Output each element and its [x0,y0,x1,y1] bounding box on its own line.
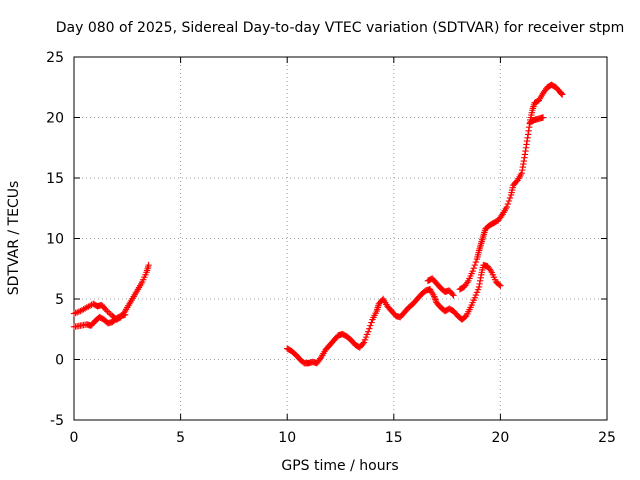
y-tick-label: 10 [46,232,64,248]
y-tick-label: 5 [55,292,64,308]
data-point-segment-2 [361,336,369,344]
y-tick-label: 20 [46,111,64,127]
data-point-segment-2 [474,286,482,293]
data-point-segment-3 [559,91,566,98]
data-point-segment-1-lower [121,311,129,318]
y-axis-label: SDTVAR / TECUs [6,181,22,296]
x-tick-label: 15 [385,430,403,446]
y-tick-label: 15 [46,171,64,187]
data-point-segment-3 [470,264,477,272]
data-point-segment-3 [498,212,505,220]
data-point-segment-2 [497,282,504,289]
data-point-segment-2 [496,281,503,288]
y-tick-label: 25 [46,50,64,66]
chart-title: Day 080 of 2025, Sidereal Day-to-day VTE… [56,20,625,36]
data-point-segment-2 [366,325,373,332]
data-point-segment-3 [503,203,510,211]
grid-layer [74,57,607,420]
data-point-segment-3 [472,258,480,266]
data-point-segment-1-upper [105,309,113,317]
data-point-segment-2 [363,331,371,338]
data-point-segment-3 [506,194,514,202]
data-point-segment-3-branch [539,114,547,121]
data-point-segment-2 [472,291,480,299]
data-point-segment-2 [368,319,375,326]
data-point-segment-2 [362,333,370,341]
data-point-segment-2 [359,340,367,347]
y-tick-label: -5 [50,413,64,429]
data-point-segment-2 [360,339,368,346]
x-tick-label: 10 [278,430,296,446]
data-point-segment-3 [469,267,476,275]
data-point-segment-2-loop [449,290,456,298]
x-axis-label: GPS time / hours [281,458,398,474]
data-point-segment-1-upper [145,261,152,269]
data-point-segment-2 [365,328,372,335]
data-point-segment-2 [317,355,324,362]
ticks-layer: 0 5 10 15 20 25 -5 0 5 10 15 20 25 [46,50,616,446]
data-point-segment-3 [464,279,471,286]
x-tick-label: 25 [598,430,616,446]
x-tick-label: 20 [491,430,509,446]
y-tick-label: 0 [55,353,64,369]
x-tick-label: 0 [70,430,79,446]
data-point-segment-2 [367,322,374,329]
data-point-segment-2-loop [450,292,457,299]
x-tick-label: 5 [176,430,185,446]
data-point-segment-3 [505,197,513,205]
data-point-segment-2 [471,294,479,301]
points-layer [70,81,566,367]
data-point-segment-2 [487,267,495,275]
data-point-segment-2 [473,289,481,296]
plot-frame [73,56,608,421]
data-point-segment-3 [504,200,512,208]
data-point-segment-3 [471,261,479,269]
